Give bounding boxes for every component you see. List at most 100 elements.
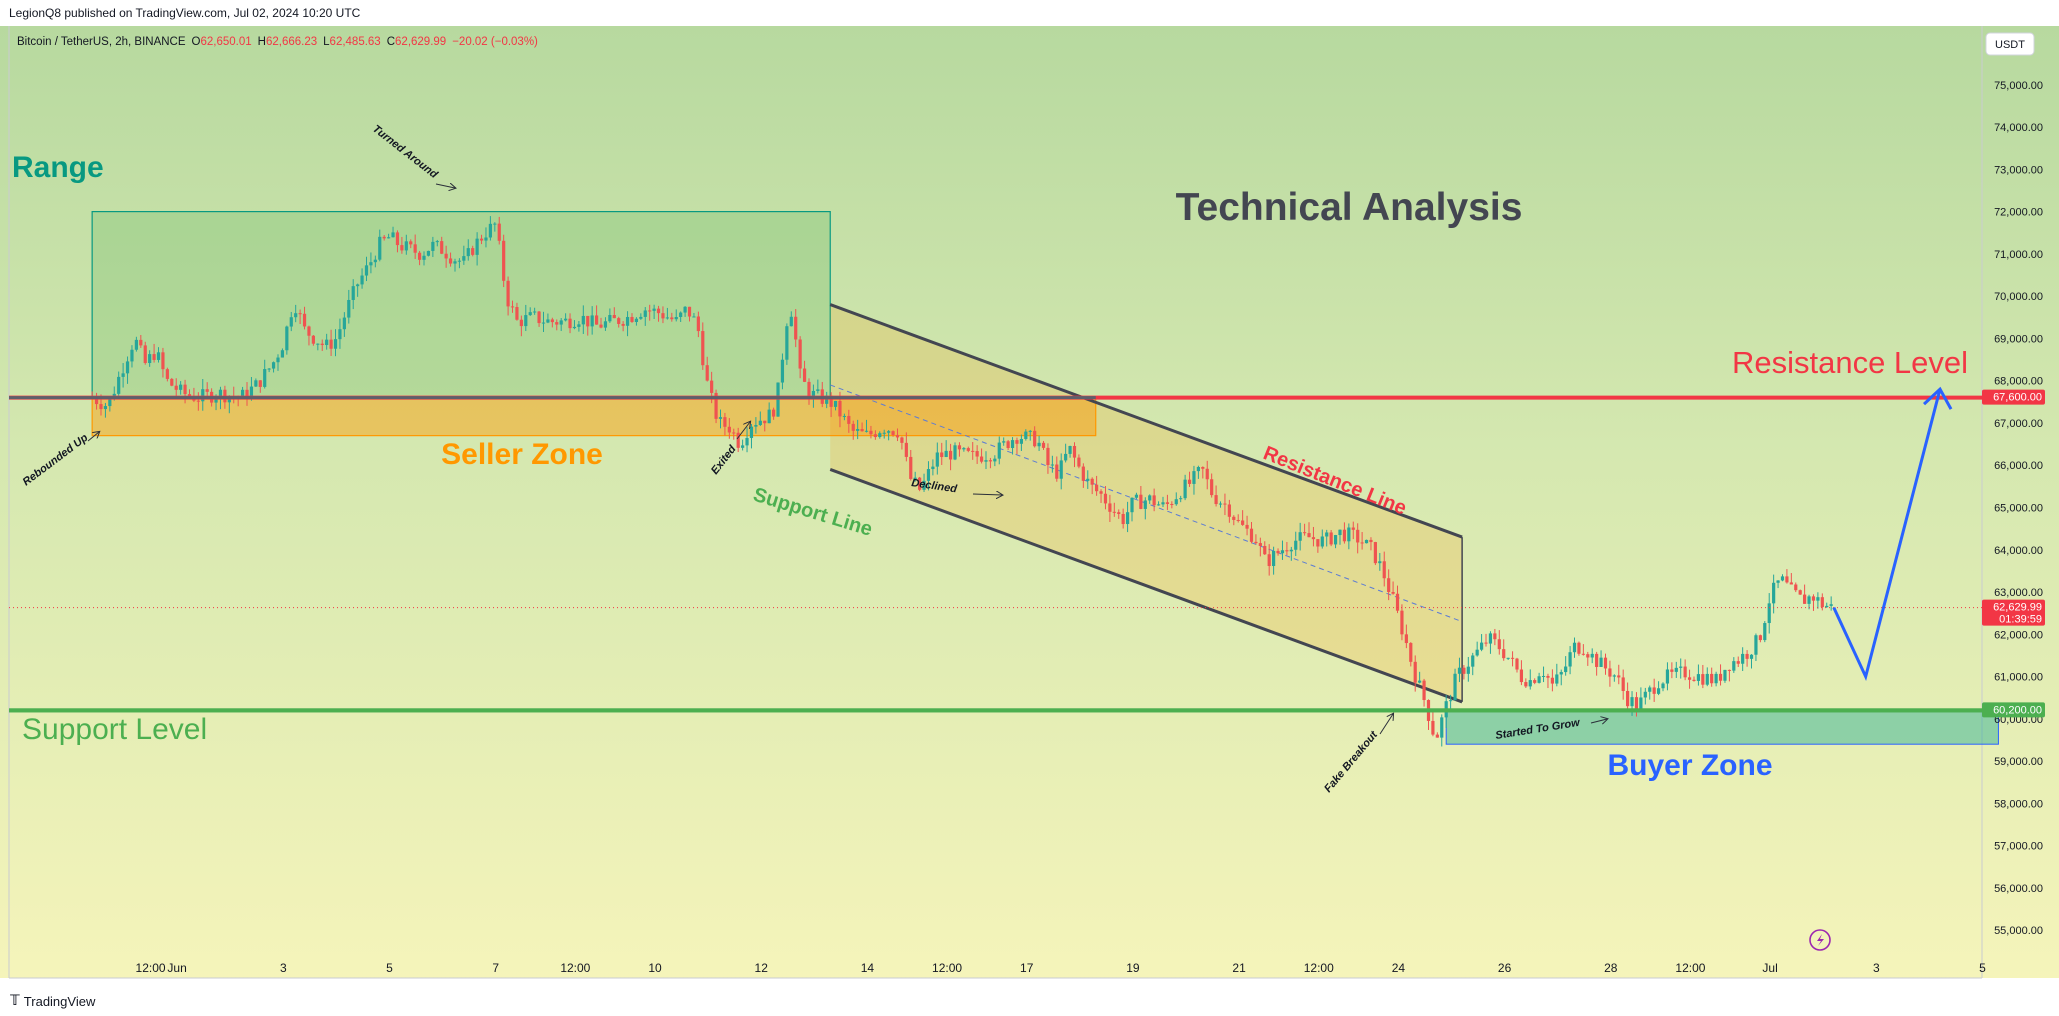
candle-body [161, 352, 165, 370]
candle-body [462, 256, 466, 261]
candle-body [258, 380, 262, 387]
candle-body [785, 326, 789, 360]
candle-body [1165, 502, 1170, 504]
candle-body [130, 349, 134, 362]
candle-body [378, 236, 382, 260]
candle [1325, 529, 1329, 547]
candle-body [214, 398, 218, 403]
candle-body [1457, 667, 1462, 674]
tradingview-logo[interactable]: 𝕋 TradingView [10, 993, 95, 1009]
seller-zone-label: Seller Zone [441, 438, 603, 471]
candle-body [1183, 479, 1187, 499]
candle-body [1431, 720, 1435, 735]
candle [351, 279, 355, 310]
time-tick-label: 21 [1232, 961, 1246, 975]
time-tick-label: 12:00 [136, 961, 166, 975]
candle [860, 422, 864, 432]
candle [1395, 585, 1400, 614]
candle-body [758, 420, 762, 426]
candle-body [550, 319, 554, 323]
candle [993, 455, 997, 467]
candle [1028, 429, 1032, 441]
price-axis[interactable]: 55,000.00 56,000.00 57,000.00 58,000.00 59,0… [1982, 80, 2045, 937]
currency-button[interactable]: USDT [1985, 32, 2035, 56]
candle [143, 341, 147, 365]
time-axis[interactable]: 12:00 Jun 3 5 7 12:00 10 12 14 12:00 17 19 21 12:00 24… [136, 961, 1987, 975]
candle-body [1351, 527, 1355, 530]
candle-body [1484, 642, 1488, 644]
candle [581, 305, 585, 334]
candle-body [1612, 675, 1616, 677]
candle-body [1081, 466, 1085, 481]
candle [1524, 678, 1528, 688]
candle [679, 311, 683, 322]
candle [935, 442, 939, 475]
candle-body [329, 339, 333, 349]
candle-body [608, 314, 612, 322]
candle [510, 300, 515, 313]
candle-body [1289, 549, 1293, 552]
candle [749, 424, 754, 449]
candle [139, 334, 143, 348]
candle [1272, 546, 1276, 575]
candle-body [409, 241, 413, 245]
candle-body [1409, 643, 1413, 662]
candle [400, 236, 404, 254]
candle [1798, 589, 1802, 595]
candle-body [1714, 673, 1718, 684]
candle-body [957, 445, 962, 450]
candle-body [621, 323, 625, 326]
candle [727, 418, 731, 439]
candle-body [1002, 441, 1006, 443]
candle [643, 307, 647, 326]
candle [1320, 529, 1324, 549]
candle-body [387, 237, 391, 239]
candle [572, 320, 577, 330]
snapshot-icon[interactable] [1809, 929, 1831, 951]
candle [878, 431, 882, 439]
candle [1502, 639, 1506, 661]
time-tick-label: 12:00 [560, 961, 590, 975]
candle [997, 436, 1001, 465]
candle-body [170, 378, 174, 386]
candle [842, 413, 846, 421]
candle [1749, 654, 1754, 669]
candle [444, 245, 448, 268]
candle-body [869, 430, 873, 435]
candle [1143, 497, 1147, 520]
candle [1652, 678, 1656, 702]
candle-body [1816, 597, 1820, 601]
candle-body [174, 385, 178, 390]
candle [1466, 656, 1470, 682]
candle [1621, 669, 1625, 700]
candle [1820, 593, 1824, 611]
candle-body [1400, 610, 1404, 635]
candle-body [971, 450, 975, 452]
price-chart[interactable]: 55,000.00 56,000.00 57,000.00 58,000.00 59,0… [0, 26, 2059, 988]
candle-body [347, 299, 351, 318]
candle [1590, 648, 1594, 664]
candle [1413, 655, 1417, 692]
candle [656, 305, 661, 322]
candle [1077, 454, 1081, 469]
candle [1754, 633, 1758, 661]
candle-body [887, 431, 891, 433]
candle [1329, 530, 1333, 547]
candle-body [1546, 675, 1550, 678]
candle-body [1095, 484, 1099, 492]
candle-body [1648, 687, 1652, 692]
candle [758, 411, 762, 427]
candle [887, 430, 891, 441]
candle-body [1041, 442, 1046, 448]
candle [533, 307, 537, 315]
price-tick-label: 72,000.00 [1994, 207, 2043, 219]
candle-body [581, 315, 585, 325]
candle-body [400, 245, 404, 251]
candle-body [1148, 495, 1152, 501]
candle [590, 306, 594, 335]
candle-body [218, 389, 223, 399]
candle [1683, 659, 1687, 681]
candle [1767, 593, 1771, 634]
candle-body [493, 223, 497, 225]
candle [1010, 437, 1015, 455]
